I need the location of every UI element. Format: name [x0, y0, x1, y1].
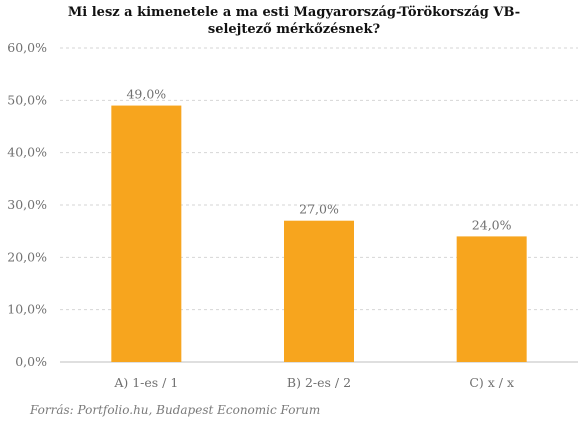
bar [456, 236, 527, 362]
bars [111, 105, 527, 363]
y-tick-label: 40,0% [7, 145, 47, 160]
y-tick-label: 10,0% [7, 302, 47, 317]
y-tick-label: 0,0% [15, 354, 47, 369]
data-labels: 49,0% 27,0% 24,0% [126, 87, 511, 233]
chart-title: Mi lesz a kimenetele a ma esti Magyarors… [68, 5, 520, 37]
y-axis-tick-labels: 0,0% 10,0% 20,0% 30,0% 40,0% 50,0% 60,0% [7, 40, 47, 369]
y-tick-label: 30,0% [7, 197, 47, 212]
y-tick-label: 50,0% [7, 92, 47, 107]
category-label: A) 1-es / 1 [113, 375, 178, 390]
x-axis-category-labels: A) 1-es / 1 B) 2-es / 2 C) x / x [113, 375, 514, 390]
chart-title-line-2: selejtező mérkőzésnek? [208, 22, 381, 37]
data-label: 27,0% [299, 202, 339, 217]
data-label: 24,0% [472, 217, 512, 232]
data-label: 49,0% [126, 87, 166, 102]
bar [111, 105, 182, 363]
y-tick-label: 60,0% [7, 40, 47, 55]
chart-title-line-1: Mi lesz a kimenetele a ma esti Magyarors… [68, 5, 520, 20]
source-note: Forrás: Portfolio.hu, Budapest Economic … [29, 403, 320, 417]
category-label: B) 2-es / 2 [287, 375, 351, 390]
category-label: C) x / x [469, 375, 514, 390]
bar [284, 220, 354, 362]
y-tick-label: 20,0% [7, 249, 47, 264]
